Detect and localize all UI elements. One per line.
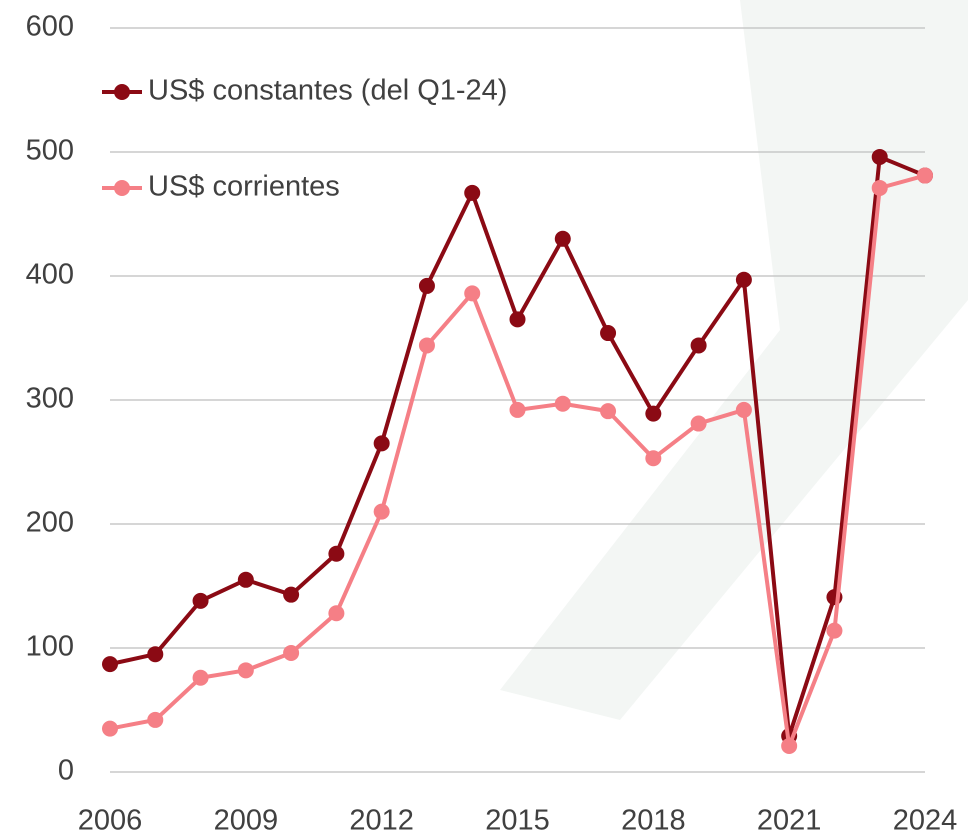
point [147,711,164,728]
point [237,662,254,679]
point [237,571,254,588]
x-tick-label: 2021 [757,805,822,837]
x-tick-label: 2018 [621,805,686,837]
x-tick-label: 2012 [349,805,414,837]
point [781,737,798,754]
point [192,592,209,609]
y-tick-label: 200 [26,507,74,539]
point [554,395,571,412]
y-tick-label: 400 [26,259,74,291]
x-tick-label: 2015 [485,805,550,837]
point [645,405,662,422]
point [509,401,526,418]
point [373,435,390,452]
point [826,622,843,639]
point [192,669,209,686]
legend-label: US$ constantes (del Q1-24) [148,75,507,107]
y-tick-label: 100 [26,631,74,663]
point [554,230,571,247]
point [917,167,933,184]
point [600,403,617,420]
point [418,277,435,294]
point [328,605,345,622]
y-tick-label: 0 [58,755,74,787]
point [102,720,118,737]
point [464,184,481,201]
point [102,656,118,673]
point [328,545,345,562]
y-tick-label: 600 [26,11,74,43]
point [690,415,707,432]
point [690,337,707,354]
point [871,179,888,196]
x-tick-label: 2024 [893,805,958,837]
point [735,271,752,288]
x-tick-label: 2006 [78,805,143,837]
point [283,586,300,603]
point [871,148,888,165]
legend-marker [114,180,130,196]
point [509,311,526,328]
point [464,285,481,302]
watermark [500,0,968,720]
y-tick-label: 500 [26,135,74,167]
y-tick-label: 300 [26,383,74,415]
point [645,450,662,467]
point [735,401,752,418]
point [147,646,164,663]
point [418,337,435,354]
point [600,325,617,342]
legend-label: US$ corrientes [148,171,340,203]
legend-marker [114,84,130,100]
x-tick-label: 2009 [214,805,279,837]
point [283,644,300,661]
point [373,503,390,520]
